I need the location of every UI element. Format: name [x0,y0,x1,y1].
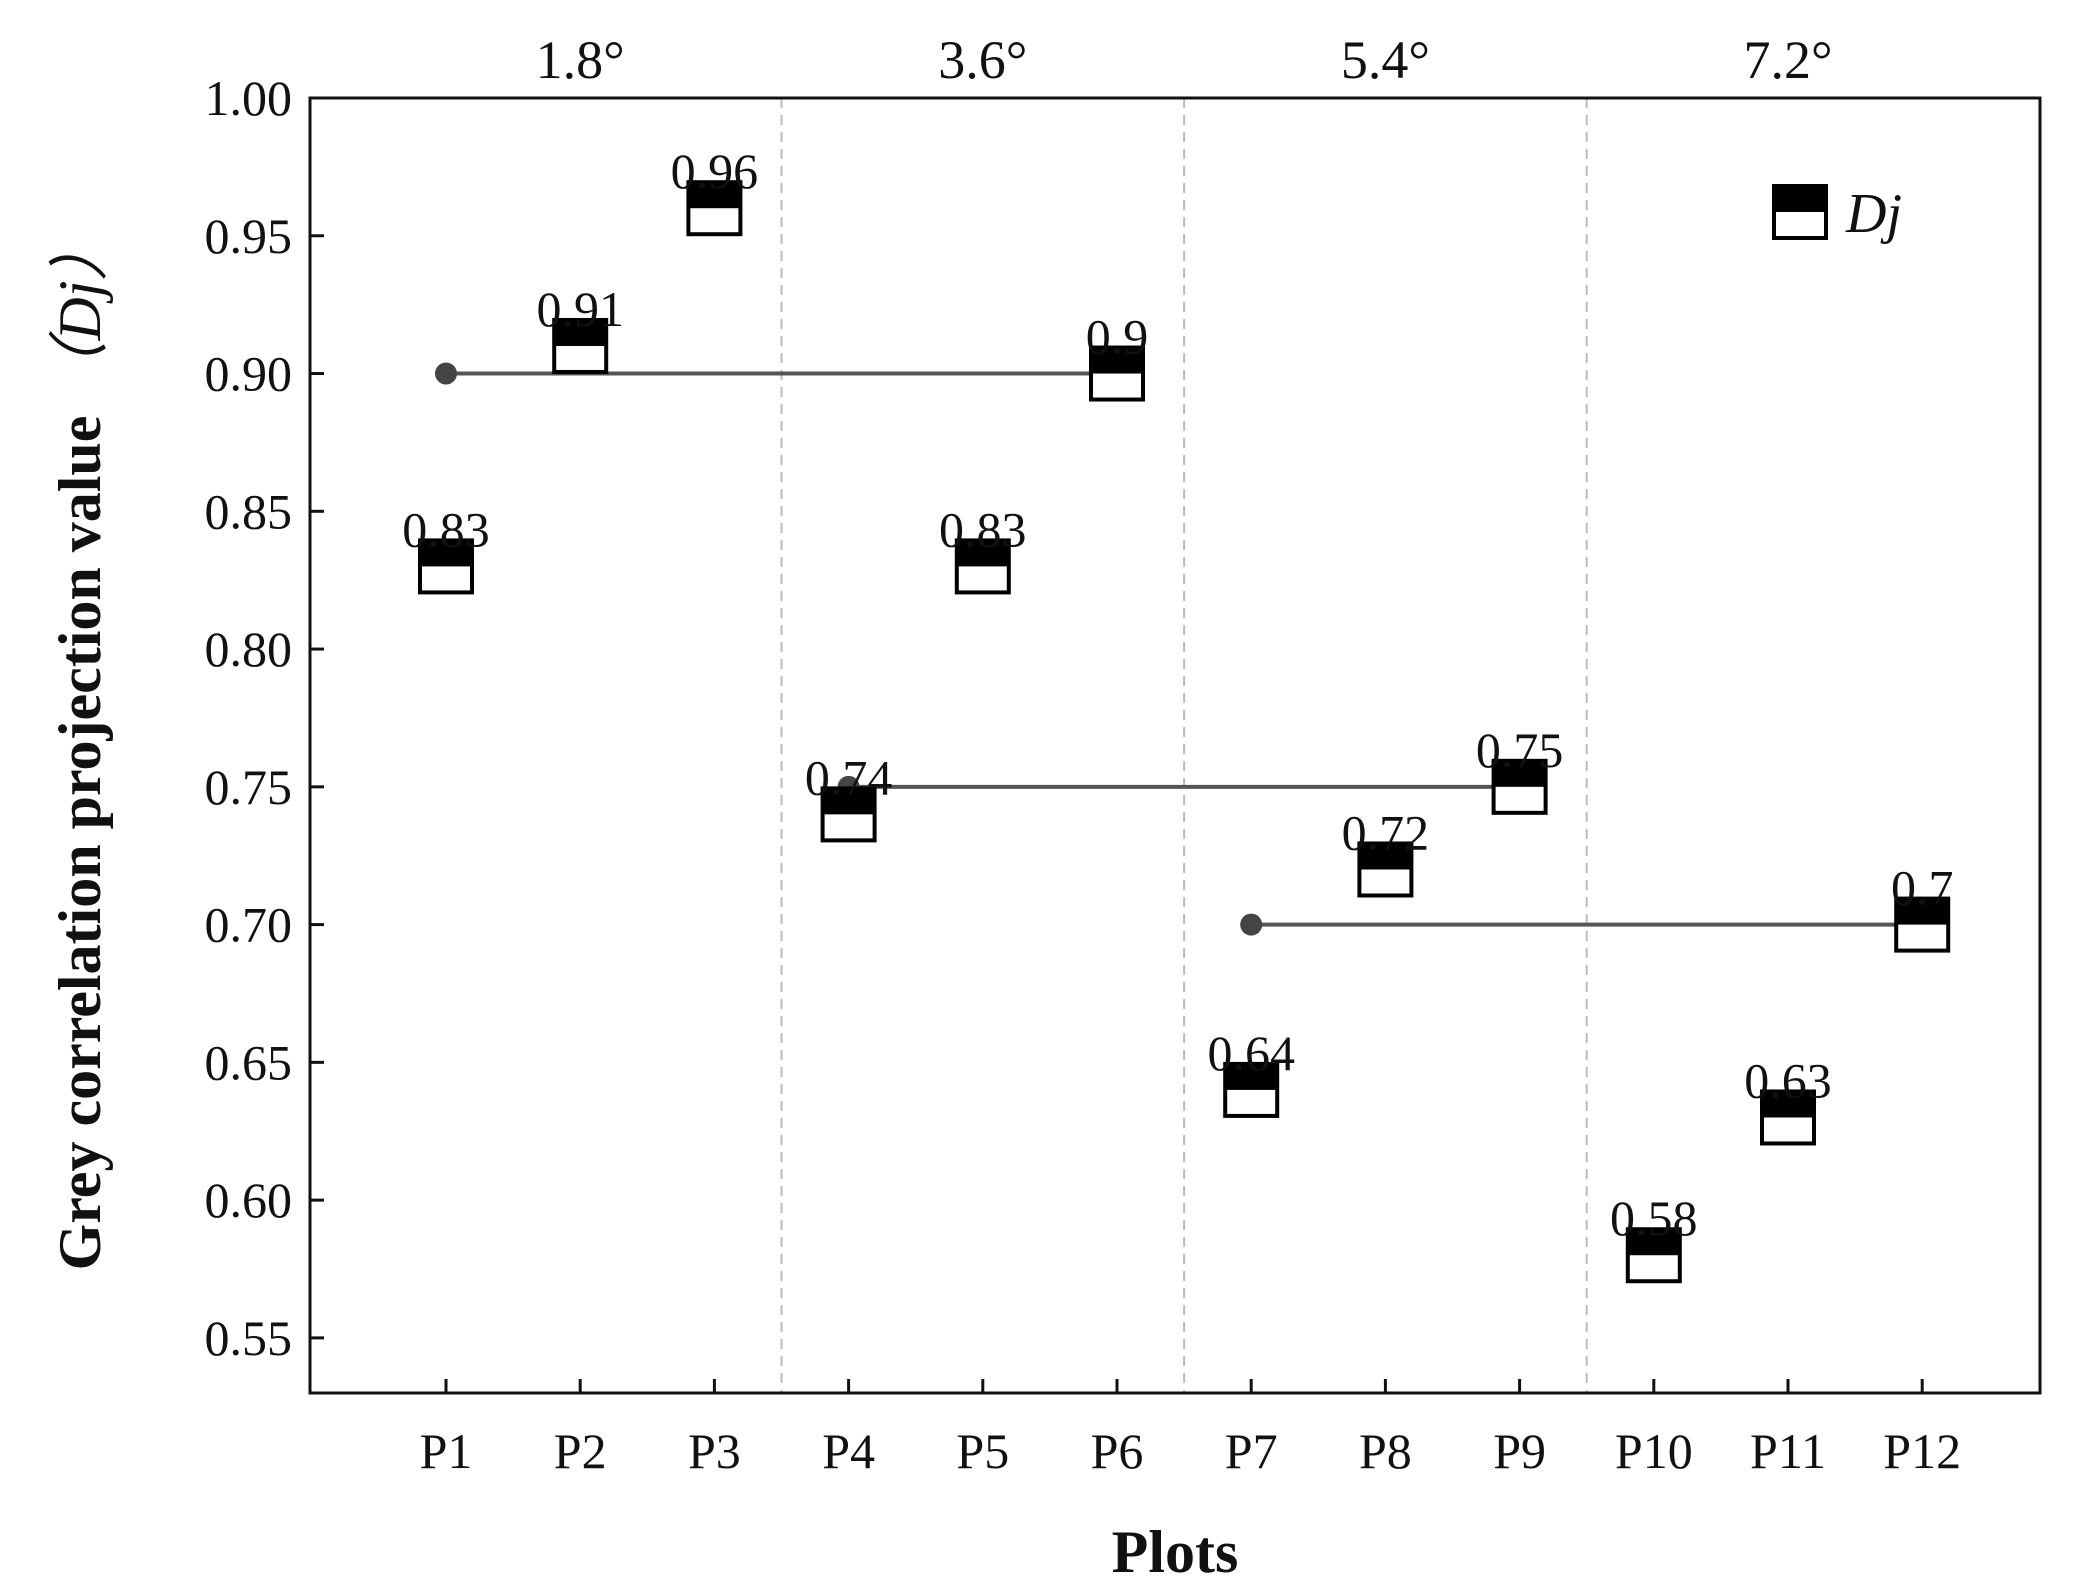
y-tick-label: 0.90 [205,346,293,402]
marker-fill [1762,1091,1814,1118]
y-tick-label: 0.95 [205,208,293,264]
marker-fill [1493,760,1546,787]
y-tick-label: 1.00 [205,70,293,126]
y-tick-label: 0.80 [205,621,293,677]
marker-fill [1359,843,1412,870]
marker-fill [956,540,1009,567]
y-tick-label: 0.55 [205,1310,293,1366]
data-label: 0.83 [402,501,490,557]
reference-lines [435,362,1923,936]
x-axis-title: Plots [1112,1519,1239,1585]
x-tick-label: P9 [1493,1423,1546,1479]
x-tick-label: P3 [688,1423,741,1479]
x-tick-label: P4 [822,1423,875,1479]
group-label: 5.4° [1341,30,1430,90]
y-axis-title-symbol: （Dj） [47,221,113,401]
y-axis-ticks: 0.55 0.60 0.65 0.70 0.75 0.80 0.85 0.90 0.95 1.00 [205,70,324,1366]
x-tick-label: P6 [1091,1423,1144,1479]
group-labels: 1.8° 3.6° 5.4° 7.2° [536,30,1833,90]
data-label: 0.96 [671,143,759,199]
y-tick-label: 0.85 [205,483,293,539]
group-label: 1.8° [536,30,625,90]
legend: Dj [1772,183,1902,245]
x-tick-label: P10 [1615,1423,1693,1479]
x-tick-label: P2 [554,1423,607,1479]
data-label: 0.58 [1610,1190,1698,1246]
x-tick-label: P12 [1883,1423,1961,1479]
marker-fill [1225,1063,1278,1090]
x-tick-label: P5 [956,1423,1009,1479]
reference-line-dot [1240,913,1263,936]
group-label: 3.6° [938,30,1027,90]
marker-fill [1896,898,1949,925]
legend-marker-top [1774,186,1826,212]
y-tick-label: 0.70 [205,897,293,953]
data-label: 0.9 [1086,309,1149,365]
x-tick-label: P7 [1225,1423,1278,1479]
reference-line-dot [435,362,457,385]
x-tick-label: P8 [1359,1423,1412,1479]
marker-fill [1091,347,1143,374]
marker-fill [554,319,607,346]
x-tick-label: P11 [1750,1423,1826,1479]
y-tick-label: 0.65 [205,1034,293,1090]
y-axis-title-text: Grey correlation projection value [47,416,113,1271]
data-markers [418,180,1951,1284]
data-label: 0.64 [1207,1025,1295,1081]
data-label: 0.75 [1476,722,1564,778]
plot-frame [308,96,2042,1395]
marker-fill [822,788,875,815]
data-labels: 0.83 0.91 0.96 0.74 0.83 0.9 0.64 0.72 0.75 0.58 0… [402,143,1953,1246]
group-label: 7.2° [1743,30,1832,90]
marker-fill [688,182,741,209]
y-tick-label: 0.60 [205,1172,293,1228]
x-tick-label: P1 [420,1423,473,1479]
data-label: 0.74 [805,749,893,805]
group-separators [780,98,1588,1393]
data-label: 0.7 [1891,860,1954,916]
x-axis-ticks: P1 P2 P3 P4 P5 P6 P7 P8 P9 P10 P11 P12 [420,1379,1961,1479]
marker-fill [1627,1229,1680,1256]
y-axis-title: Grey correlation projection value （Dj） [47,221,113,1271]
marker-fill [420,540,472,567]
legend-label: Dj [1845,183,1902,245]
data-label: 0.83 [939,501,1027,557]
data-label: 0.91 [536,281,624,337]
y-tick-label: 0.75 [205,759,293,815]
data-label: 0.63 [1744,1052,1832,1108]
data-label: 0.72 [1342,804,1430,860]
